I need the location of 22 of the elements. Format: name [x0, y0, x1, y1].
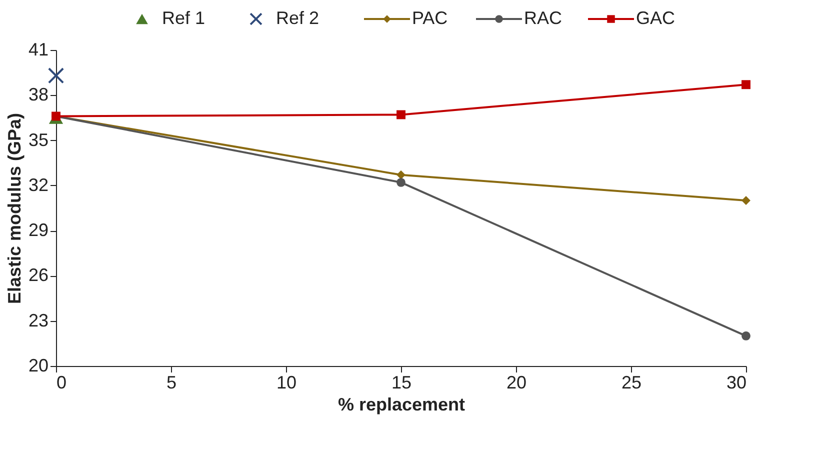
- legend-label: GAC: [636, 8, 676, 28]
- y-tick-label: 20: [28, 356, 48, 376]
- x-tick-label: 20: [506, 372, 527, 392]
- legend-label: Ref 2: [276, 8, 320, 28]
- x-tick-label: 25: [621, 372, 642, 392]
- legend-label: RAC: [524, 8, 562, 28]
- y-axis-title: Elastic modulus (GPa): [4, 112, 24, 304]
- y-tick-label: 32: [28, 174, 48, 195]
- y-tick-label: 35: [28, 130, 48, 150]
- y-tick-label: 26: [28, 265, 48, 286]
- x-tick-label: 0: [56, 372, 67, 392]
- y-tick-label: 23: [28, 310, 48, 330]
- legend-label: Ref 1: [162, 8, 206, 28]
- x-tick-label: 30: [726, 372, 746, 392]
- y-tick-label: 29: [28, 220, 48, 240]
- y-tick-label: 38: [28, 84, 48, 105]
- x-tick-label: 5: [166, 372, 177, 392]
- x-tick-label: 10: [276, 372, 297, 392]
- x-tick-label: 15: [391, 372, 412, 392]
- legend-label: PAC: [412, 8, 448, 28]
- x-axis-title: % replacement: [338, 394, 466, 414]
- y-tick-label: 41: [28, 40, 48, 60]
